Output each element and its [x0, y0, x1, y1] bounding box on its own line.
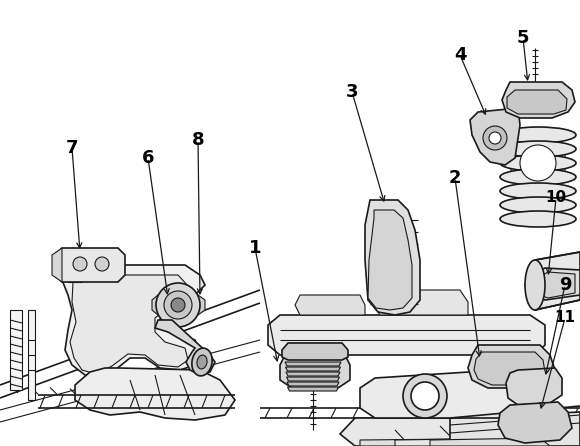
Polygon shape [268, 315, 545, 355]
Polygon shape [525, 252, 580, 310]
Polygon shape [474, 352, 545, 385]
Polygon shape [288, 387, 339, 391]
Polygon shape [506, 368, 562, 405]
Polygon shape [75, 368, 235, 420]
Circle shape [403, 374, 447, 418]
Polygon shape [360, 370, 525, 418]
Polygon shape [285, 362, 341, 366]
Polygon shape [152, 295, 205, 315]
Text: 1: 1 [249, 239, 261, 257]
Polygon shape [28, 310, 35, 400]
Polygon shape [430, 438, 550, 446]
Ellipse shape [500, 141, 576, 157]
Circle shape [510, 135, 566, 191]
Circle shape [171, 298, 185, 312]
Polygon shape [52, 248, 62, 282]
Polygon shape [295, 295, 365, 315]
Ellipse shape [197, 355, 207, 369]
Circle shape [520, 145, 556, 181]
Polygon shape [68, 262, 82, 282]
Ellipse shape [500, 197, 576, 213]
Circle shape [95, 257, 109, 271]
Text: 8: 8 [191, 131, 204, 149]
Polygon shape [395, 438, 540, 446]
Text: 3: 3 [346, 83, 358, 101]
Ellipse shape [500, 127, 576, 143]
Ellipse shape [500, 169, 576, 185]
Polygon shape [470, 108, 520, 165]
Polygon shape [360, 438, 575, 446]
Polygon shape [498, 402, 572, 443]
Ellipse shape [500, 183, 576, 199]
Text: 6: 6 [142, 149, 154, 167]
Text: 2: 2 [449, 169, 461, 187]
Polygon shape [155, 320, 215, 375]
Circle shape [489, 132, 501, 144]
Polygon shape [287, 382, 339, 386]
Text: 5: 5 [517, 29, 529, 47]
Polygon shape [365, 200, 420, 315]
Circle shape [483, 126, 507, 150]
Polygon shape [530, 268, 580, 300]
Polygon shape [10, 310, 22, 390]
Polygon shape [536, 272, 575, 298]
Ellipse shape [192, 348, 212, 376]
Polygon shape [286, 372, 340, 376]
Polygon shape [372, 290, 468, 315]
Circle shape [156, 283, 200, 327]
Text: 10: 10 [545, 190, 567, 206]
Polygon shape [62, 265, 205, 378]
Polygon shape [340, 418, 580, 446]
Polygon shape [70, 275, 190, 374]
Polygon shape [287, 377, 339, 381]
Polygon shape [507, 90, 567, 114]
Polygon shape [368, 210, 412, 310]
Circle shape [411, 382, 439, 410]
Polygon shape [450, 412, 580, 446]
Polygon shape [282, 343, 348, 360]
Ellipse shape [500, 155, 576, 171]
Text: 7: 7 [66, 139, 78, 157]
Polygon shape [55, 248, 125, 282]
Polygon shape [285, 367, 340, 371]
Polygon shape [468, 345, 555, 388]
Text: 11: 11 [554, 310, 575, 326]
Ellipse shape [525, 260, 545, 310]
Circle shape [164, 291, 192, 319]
Polygon shape [280, 355, 350, 390]
Circle shape [73, 257, 87, 271]
Text: 9: 9 [559, 276, 571, 294]
Text: 4: 4 [454, 46, 466, 64]
Ellipse shape [500, 211, 576, 227]
Polygon shape [502, 82, 575, 118]
